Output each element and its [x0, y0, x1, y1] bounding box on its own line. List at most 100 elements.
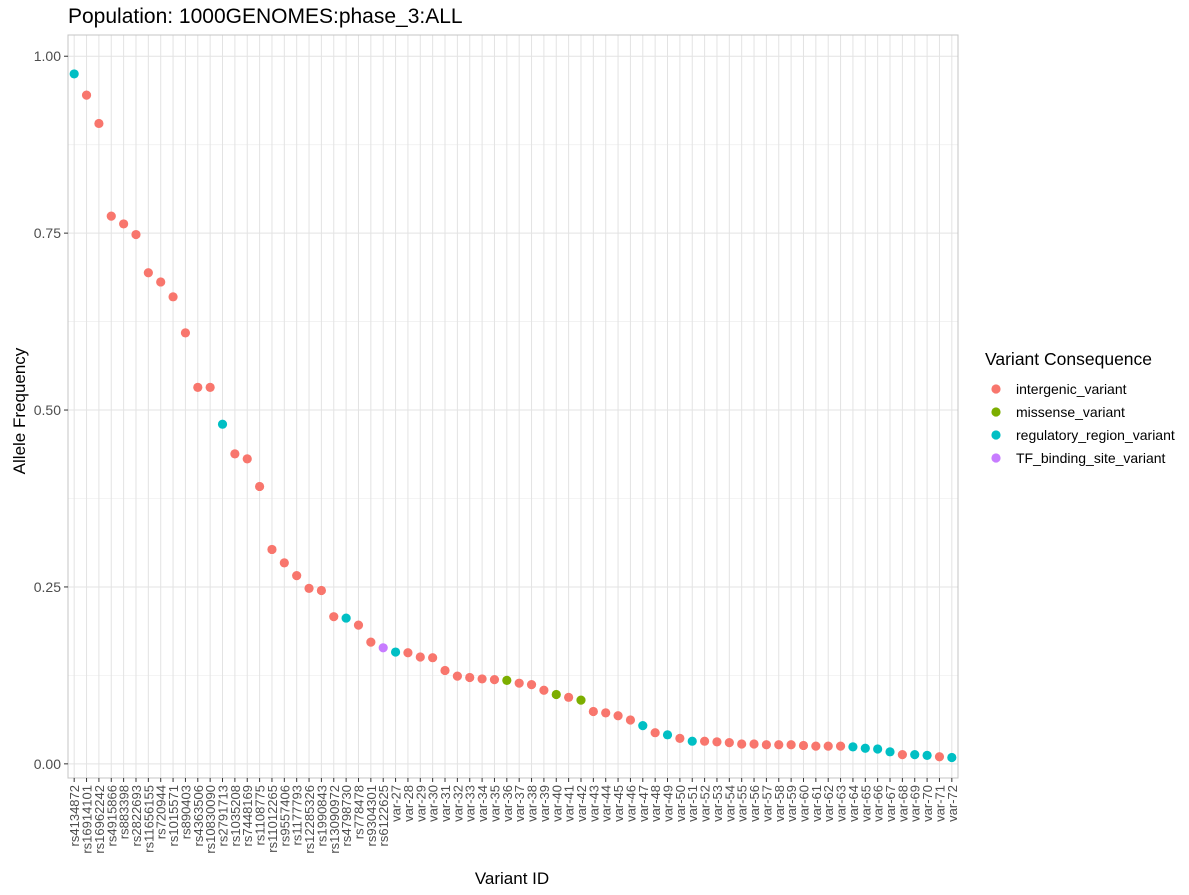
- legend: Variant Consequence intergenic_variantmi…: [985, 349, 1175, 466]
- x-tick-label: var-59: [784, 785, 799, 822]
- data-point: [465, 672, 475, 683]
- x-tick-label: rs883398: [117, 785, 132, 839]
- legend-key: [991, 384, 1001, 394]
- data-point: [390, 647, 401, 657]
- data-point: [885, 747, 895, 757]
- data-point: [724, 738, 734, 748]
- data-point: [564, 692, 574, 702]
- x-axis-ticks: rs4134872rs16914101rs16962242rs4915866rs…: [67, 778, 960, 854]
- data-point: [292, 571, 302, 581]
- x-tick-label: var-56: [747, 785, 762, 822]
- data-point: [267, 544, 277, 555]
- data-point: [601, 708, 611, 718]
- data-point: [947, 752, 957, 763]
- x-tick-label: rs2791713: [216, 785, 231, 846]
- x-tick-label: var-65: [858, 785, 873, 822]
- x-tick-label: var-42: [574, 785, 589, 822]
- data-point: [502, 675, 512, 685]
- data-point: [786, 740, 796, 750]
- x-tick-label: var-38: [525, 785, 540, 822]
- x-tick-label: var-41: [562, 785, 577, 822]
- data-point: [650, 728, 660, 738]
- x-tick-label: var-69: [908, 785, 923, 822]
- x-tick-label: var-71: [932, 785, 947, 822]
- x-tick-label: var-63: [834, 785, 849, 822]
- x-tick-label: var-46: [623, 785, 638, 822]
- x-tick-label: rs13090972: [327, 785, 342, 854]
- x-tick-label: var-61: [809, 785, 824, 822]
- data-point: [811, 741, 821, 751]
- x-tick-label: var-32: [450, 785, 465, 822]
- data-point: [934, 752, 945, 762]
- plot-panel-border: [67, 34, 959, 779]
- x-tick-label: rs4134872: [67, 785, 82, 846]
- data-point: [835, 741, 846, 751]
- data-point: [353, 620, 364, 630]
- data-point: [526, 679, 537, 690]
- x-tick-label: rs1015571: [166, 785, 181, 846]
- x-tick-label: var-30: [426, 785, 441, 822]
- x-tick-label: var-28: [401, 785, 416, 822]
- data-point: [477, 674, 487, 684]
- x-tick-label: var-53: [710, 785, 725, 822]
- data-point: [761, 740, 772, 750]
- x-tick-label: rs1177793: [290, 785, 305, 845]
- x-tick-label: var-55: [735, 785, 750, 822]
- x-tick-label: var-45: [611, 785, 626, 822]
- data-point: [860, 743, 870, 753]
- x-tick-label: var-70: [920, 785, 935, 822]
- y-axis-ticks: 0.00 0.25 0.50 0.75 1.00: [34, 48, 68, 772]
- legend-label: regulatory_region_variant: [1016, 427, 1175, 443]
- data-point: [106, 211, 116, 221]
- x-tick-label: rs11012265: [265, 785, 280, 853]
- x-tick-label: rs1990843: [314, 785, 329, 846]
- x-tick-label: rs11656155: [141, 785, 156, 853]
- legend-key: [991, 430, 1001, 440]
- data-point: [638, 721, 648, 731]
- data-point: [613, 711, 623, 721]
- data-point: [242, 454, 252, 464]
- data-point: [452, 671, 462, 681]
- data-point: [217, 419, 228, 429]
- data-point: [848, 742, 858, 752]
- data-point: [440, 665, 450, 676]
- y-tick-label: 0.50: [34, 402, 61, 418]
- x-tick-label: var-51: [685, 785, 700, 822]
- x-tick-label: var-50: [673, 785, 688, 822]
- data-point: [749, 739, 759, 749]
- data-point: [180, 328, 191, 338]
- data-point: [428, 653, 438, 663]
- y-tick-label: 0.25: [34, 579, 61, 595]
- data-point: [539, 685, 549, 695]
- data-point: [156, 277, 166, 287]
- data-point: [254, 481, 265, 492]
- data-point: [922, 750, 932, 760]
- data-point: [415, 652, 425, 662]
- y-axis-title: Allele Frequency: [10, 347, 29, 474]
- data-point: [69, 69, 79, 79]
- data-point: [798, 740, 809, 751]
- x-tick-label: var-67: [883, 785, 898, 822]
- y-tick-label: 0.00: [34, 756, 61, 772]
- x-tick-label: rs7448169: [240, 785, 255, 846]
- x-tick-label: rs6122625: [376, 785, 391, 846]
- x-tick-label: var-39: [537, 785, 552, 822]
- data-point: [341, 613, 351, 623]
- data-point: [823, 741, 833, 751]
- data-point: [403, 648, 413, 658]
- data-point: [205, 382, 215, 392]
- data-point: [168, 292, 178, 302]
- data-point: [316, 585, 327, 596]
- legend-key: [991, 453, 1001, 463]
- data-point: [304, 583, 314, 593]
- x-tick-label: var-36: [500, 785, 515, 822]
- x-tick-label: var-47: [636, 785, 651, 822]
- legend-title: Variant Consequence: [985, 349, 1152, 369]
- legend-label: TF_binding_site_variant: [1016, 450, 1166, 466]
- data-point: [131, 229, 141, 240]
- data-point: [279, 558, 289, 568]
- x-tick-label: var-54: [722, 785, 737, 822]
- data-point: [662, 730, 673, 740]
- data-point: [230, 449, 240, 459]
- x-axis-title: Variant ID: [475, 869, 549, 888]
